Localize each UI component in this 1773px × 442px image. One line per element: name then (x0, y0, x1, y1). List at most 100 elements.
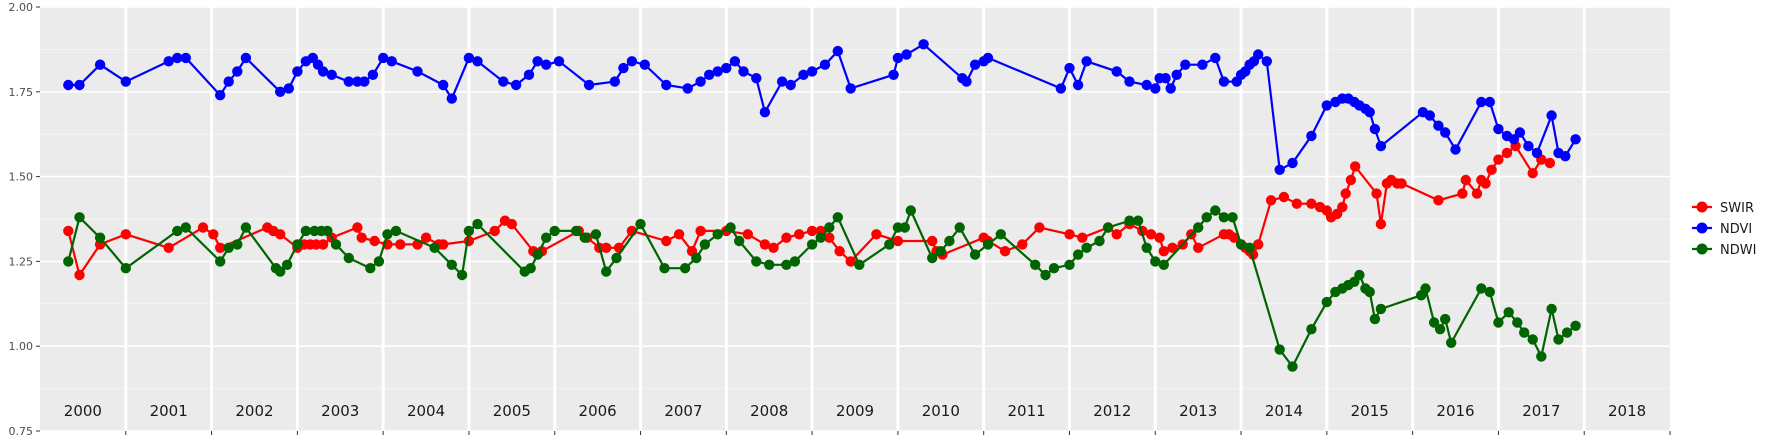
data-point (523, 69, 535, 81)
data-point (695, 76, 706, 87)
data-point (626, 56, 638, 67)
data-point (240, 222, 252, 233)
data-point (438, 79, 449, 91)
data-point (618, 62, 629, 74)
data-point (1480, 178, 1491, 189)
data-point (892, 52, 904, 64)
data-point (854, 259, 865, 270)
data-point (995, 229, 1006, 240)
data-point (725, 222, 736, 233)
data-point (74, 269, 85, 281)
data-point (232, 239, 243, 250)
data-point (506, 218, 517, 230)
data-point (999, 246, 1011, 257)
data-point (579, 232, 590, 243)
data-point (1306, 324, 1317, 335)
data-point (94, 232, 106, 243)
data-point (819, 59, 831, 70)
data-point (1124, 215, 1135, 226)
data-point (661, 79, 672, 91)
data-point (738, 66, 749, 77)
data-point (1064, 229, 1075, 240)
data-point (215, 90, 226, 101)
data-point (798, 69, 809, 81)
data-point (373, 256, 385, 267)
data-point (673, 229, 685, 240)
data-point (781, 259, 792, 270)
data-point (525, 263, 536, 274)
legend-key-point (1696, 243, 1708, 255)
data-point (223, 76, 234, 87)
data-point (163, 242, 174, 253)
data-point (1048, 263, 1060, 274)
data-point (815, 232, 826, 243)
data-point (1077, 232, 1088, 243)
data-point (781, 232, 792, 243)
data-point (961, 76, 972, 87)
data-point (510, 79, 522, 91)
data-point (1017, 239, 1028, 250)
data-point (1354, 269, 1365, 281)
legend-key-point (1696, 201, 1708, 213)
year-label: 2013 (1179, 402, 1217, 420)
data-point (1460, 174, 1472, 186)
data-point (1055, 83, 1067, 94)
data-point (352, 222, 363, 233)
data-point (1433, 120, 1444, 131)
data-point (208, 229, 219, 240)
y-tick-label: 1.75 (9, 86, 34, 99)
year-labels: 2000 2001 2002 2003 2004 2005 2006 2007 2008 2009… (64, 402, 1671, 435)
data-point (1167, 242, 1178, 253)
data-point (1546, 303, 1557, 315)
data-point (429, 242, 440, 253)
data-point (768, 242, 779, 253)
year-label: 2018 (1608, 402, 1646, 420)
data-point (330, 239, 342, 250)
year-label: 2011 (1007, 402, 1045, 420)
data-point (63, 79, 74, 91)
data-point (1218, 76, 1230, 87)
data-point (969, 249, 981, 260)
data-point (63, 225, 74, 237)
legend-item: SWIR (1692, 201, 1754, 216)
data-point (776, 76, 788, 87)
data-point (1484, 286, 1496, 298)
data-point (1476, 96, 1487, 108)
data-point (845, 83, 856, 94)
data-point (1160, 73, 1171, 84)
data-point (1446, 337, 1457, 348)
data-point (601, 242, 612, 253)
data-point (764, 259, 775, 270)
data-point (74, 79, 85, 91)
data-point (359, 76, 370, 87)
data-point (1064, 259, 1075, 270)
data-point (356, 232, 367, 243)
data-point (1291, 198, 1303, 209)
data-point (834, 246, 845, 257)
data-point (292, 239, 303, 250)
data-point (721, 62, 732, 74)
data-point (734, 235, 745, 247)
data-point (759, 107, 771, 118)
data-point (1210, 52, 1221, 64)
data-point (611, 252, 622, 264)
data-point (281, 259, 293, 270)
data-point (1102, 222, 1114, 233)
data-point (927, 252, 938, 264)
year-label: 2009 (836, 402, 874, 420)
data-point (1154, 232, 1165, 243)
data-point (1493, 154, 1504, 165)
data-point (695, 225, 706, 237)
data-point (326, 69, 337, 81)
data-point (541, 232, 552, 243)
y-tick-label: 2.00 (9, 1, 34, 14)
data-point (1508, 134, 1520, 145)
data-point (1111, 229, 1122, 240)
data-point (1180, 59, 1191, 70)
data-point (1523, 140, 1534, 152)
data-point (1201, 212, 1212, 223)
data-point (982, 239, 994, 250)
data-point (969, 59, 981, 70)
data-point (1371, 188, 1382, 199)
data-point (982, 52, 994, 64)
